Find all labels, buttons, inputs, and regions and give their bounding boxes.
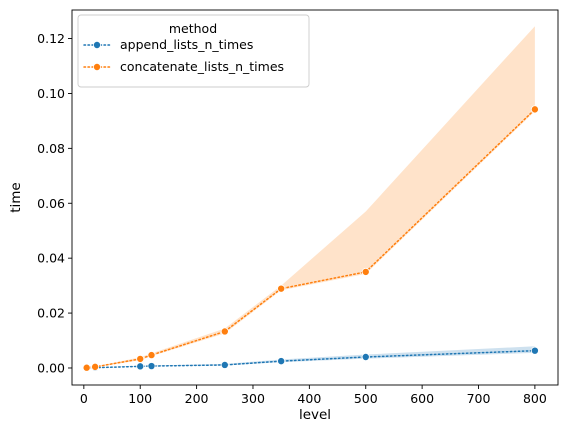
append-lists-n-times-legend-marker bbox=[93, 41, 102, 50]
x-tick-label: 100 bbox=[128, 391, 152, 406]
series-lines bbox=[85, 108, 536, 369]
x-tick-label: 200 bbox=[185, 391, 209, 406]
append-lists-n-times-point bbox=[530, 346, 539, 355]
append-lists-n-times-line bbox=[85, 349, 536, 369]
concatenate-lists-n-times-point bbox=[220, 327, 229, 336]
y-tick-label: 0.08 bbox=[37, 141, 65, 156]
y-tick-label: 0.06 bbox=[37, 196, 65, 211]
legend: method append_lists_n_times concatenate_l… bbox=[77, 14, 310, 88]
y-tick-label: 0.10 bbox=[37, 86, 65, 101]
concatenate-lists-n-times-confidence-band bbox=[86, 26, 535, 368]
x-tick-label: 700 bbox=[467, 391, 491, 406]
concatenate-lists-n-times-line bbox=[85, 108, 536, 369]
y-tick-label: 0.12 bbox=[37, 31, 65, 46]
concatenate-lists-n-times-point bbox=[91, 362, 100, 371]
concatenate-lists-n-times-point bbox=[530, 105, 539, 114]
x-tick-label: 300 bbox=[241, 391, 265, 406]
x-axis-ticks: 0 100 200 300 400 500 600 700 800 bbox=[80, 385, 547, 406]
concatenate-lists-n-times-point bbox=[136, 354, 145, 363]
y-tick-label: 0.04 bbox=[37, 251, 65, 266]
y-tick-label: 0.02 bbox=[37, 306, 65, 321]
append-lists-n-times-point bbox=[361, 352, 370, 361]
series-markers bbox=[82, 105, 539, 372]
axes-frame bbox=[71, 9, 559, 386]
append-lists-n-times-point bbox=[136, 362, 145, 371]
append-lists-n-times-point bbox=[220, 360, 229, 369]
y-tick-label: 0.00 bbox=[37, 360, 65, 375]
append-lists-n-times-point bbox=[277, 357, 286, 366]
legend-box bbox=[77, 14, 310, 88]
append-lists-n-times-legend-label: append_lists_n_times bbox=[120, 37, 253, 52]
x-axis-label: level bbox=[299, 407, 331, 423]
x-tick-label: 500 bbox=[354, 391, 378, 406]
concatenate-lists-n-times-legend-label: concatenate_lists_n_times bbox=[120, 59, 284, 74]
x-tick-label: 0 bbox=[80, 391, 88, 406]
y-axis-label: time bbox=[8, 182, 24, 213]
y-axis-ticks: 0.00 0.02 0.04 0.06 0.08 0.10 0.12 bbox=[37, 31, 72, 375]
concatenate-lists-n-times-legend-marker bbox=[93, 63, 102, 72]
x-tick-label: 600 bbox=[410, 391, 434, 406]
x-tick-label: 800 bbox=[523, 391, 547, 406]
concatenate-lists-n-times-point bbox=[277, 284, 286, 293]
confidence-bands bbox=[86, 26, 535, 368]
concatenate-lists-n-times-point bbox=[82, 363, 91, 372]
x-tick-label: 400 bbox=[297, 391, 321, 406]
append-lists-n-times-point bbox=[147, 362, 156, 371]
legend-entries: append_lists_n_times concatenate_lists_n_… bbox=[83, 37, 284, 74]
legend-title: method bbox=[169, 21, 217, 36]
concatenate-lists-n-times-point bbox=[361, 267, 370, 276]
concatenate-lists-n-times-point bbox=[147, 351, 156, 360]
